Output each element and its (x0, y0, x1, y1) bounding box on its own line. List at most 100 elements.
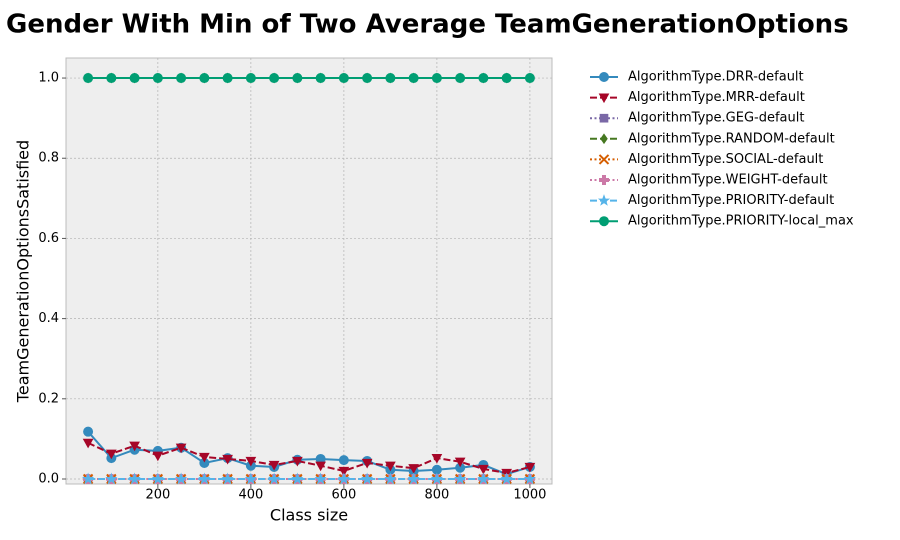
marker (291, 472, 304, 485)
marker (129, 73, 140, 84)
marker (338, 466, 350, 477)
legend-label: AlgorithmType.PRIORITY-default (628, 193, 834, 208)
x-tick-label: 400 (238, 488, 263, 503)
series (81, 472, 537, 485)
legend-label: AlgorithmType.DRR-default (628, 70, 804, 85)
marker (151, 472, 164, 485)
marker (385, 461, 396, 472)
marker (83, 426, 94, 437)
series-layer (81, 72, 537, 485)
y-tick-label: 0.2 (38, 391, 59, 406)
marker (245, 456, 257, 467)
plot-area (65, 57, 553, 485)
series (82, 438, 536, 479)
marker (597, 194, 611, 206)
marker (337, 472, 350, 485)
marker (524, 462, 536, 473)
marker (362, 73, 373, 84)
marker (315, 461, 326, 472)
x-tick-label: 1000 (513, 488, 546, 503)
legend: AlgorithmType.DRR-default AlgorithmType.M… (590, 70, 854, 229)
marker (81, 472, 95, 485)
marker (222, 73, 233, 84)
series (83, 73, 535, 84)
marker (431, 454, 443, 464)
marker (384, 472, 397, 485)
marker (106, 73, 117, 84)
marker (128, 472, 141, 485)
x-axis-label: Class size (270, 506, 348, 525)
y-tick-label: 0.4 (38, 311, 59, 326)
marker (478, 464, 489, 475)
marker (477, 472, 490, 485)
legend-label: AlgorithmType.GEG-default (628, 111, 804, 126)
marker (292, 73, 303, 84)
y-axis-label: TeamGenerationOptionsSatisfied (14, 140, 33, 403)
marker (600, 133, 608, 145)
marker (501, 73, 512, 84)
legend-label: AlgorithmType.RANDOM-default (628, 131, 835, 146)
marker (174, 472, 188, 485)
marker (292, 456, 303, 467)
legend-label: AlgorithmType.MRR-default (628, 90, 805, 105)
marker (338, 73, 349, 84)
marker (454, 457, 466, 468)
marker (599, 113, 609, 123)
grid: 200 400 600 800 1000 0.0 0.2 0.4 0.6 0.8 1.0 (38, 58, 552, 503)
marker (129, 441, 140, 452)
marker (407, 472, 420, 485)
marker (598, 93, 610, 104)
marker (315, 73, 326, 84)
marker (478, 73, 489, 84)
marker (83, 73, 94, 84)
marker (244, 472, 257, 485)
series-line (87, 441, 531, 474)
marker (385, 73, 396, 84)
marker (268, 460, 280, 471)
marker (599, 216, 609, 227)
marker (221, 472, 234, 485)
marker (222, 454, 233, 465)
chart-title: Gender With Min of Two Average TeamGener… (6, 10, 849, 40)
marker (454, 472, 467, 485)
marker (198, 472, 211, 485)
marker (314, 472, 327, 485)
marker (361, 472, 374, 485)
marker (105, 449, 117, 460)
marker (268, 472, 281, 485)
x-tick-label: 800 (424, 488, 449, 503)
y-tick-label: 1.0 (38, 71, 59, 86)
y-tick-label: 0.6 (38, 231, 59, 246)
y-tick-label: 0.8 (38, 151, 59, 166)
marker (176, 73, 187, 84)
marker (269, 73, 280, 84)
marker (199, 452, 210, 463)
marker (599, 175, 609, 185)
marker (524, 73, 535, 84)
marker (455, 73, 466, 84)
marker (199, 73, 210, 84)
marker (598, 154, 610, 165)
marker (152, 73, 163, 84)
marker (105, 472, 118, 485)
x-tick-label: 600 (331, 488, 356, 503)
marker (175, 443, 187, 454)
legend-label: AlgorithmType.SOCIAL-default (628, 152, 823, 167)
marker (82, 438, 94, 449)
marker (245, 73, 256, 84)
marker (500, 472, 513, 485)
marker (599, 72, 609, 82)
legend-label: AlgorithmType.WEIGHT-default (628, 173, 828, 188)
legend-label: AlgorithmType.PRIORITY-local_max (628, 214, 854, 229)
marker (523, 472, 537, 485)
marker (361, 458, 373, 469)
marker (430, 472, 444, 485)
marker (431, 73, 442, 84)
y-tick-label: 0.0 (38, 471, 59, 486)
marker (152, 451, 164, 462)
marker (338, 455, 349, 466)
x-tick-label: 200 (145, 488, 170, 503)
marker (408, 464, 419, 474)
marker (408, 73, 419, 84)
